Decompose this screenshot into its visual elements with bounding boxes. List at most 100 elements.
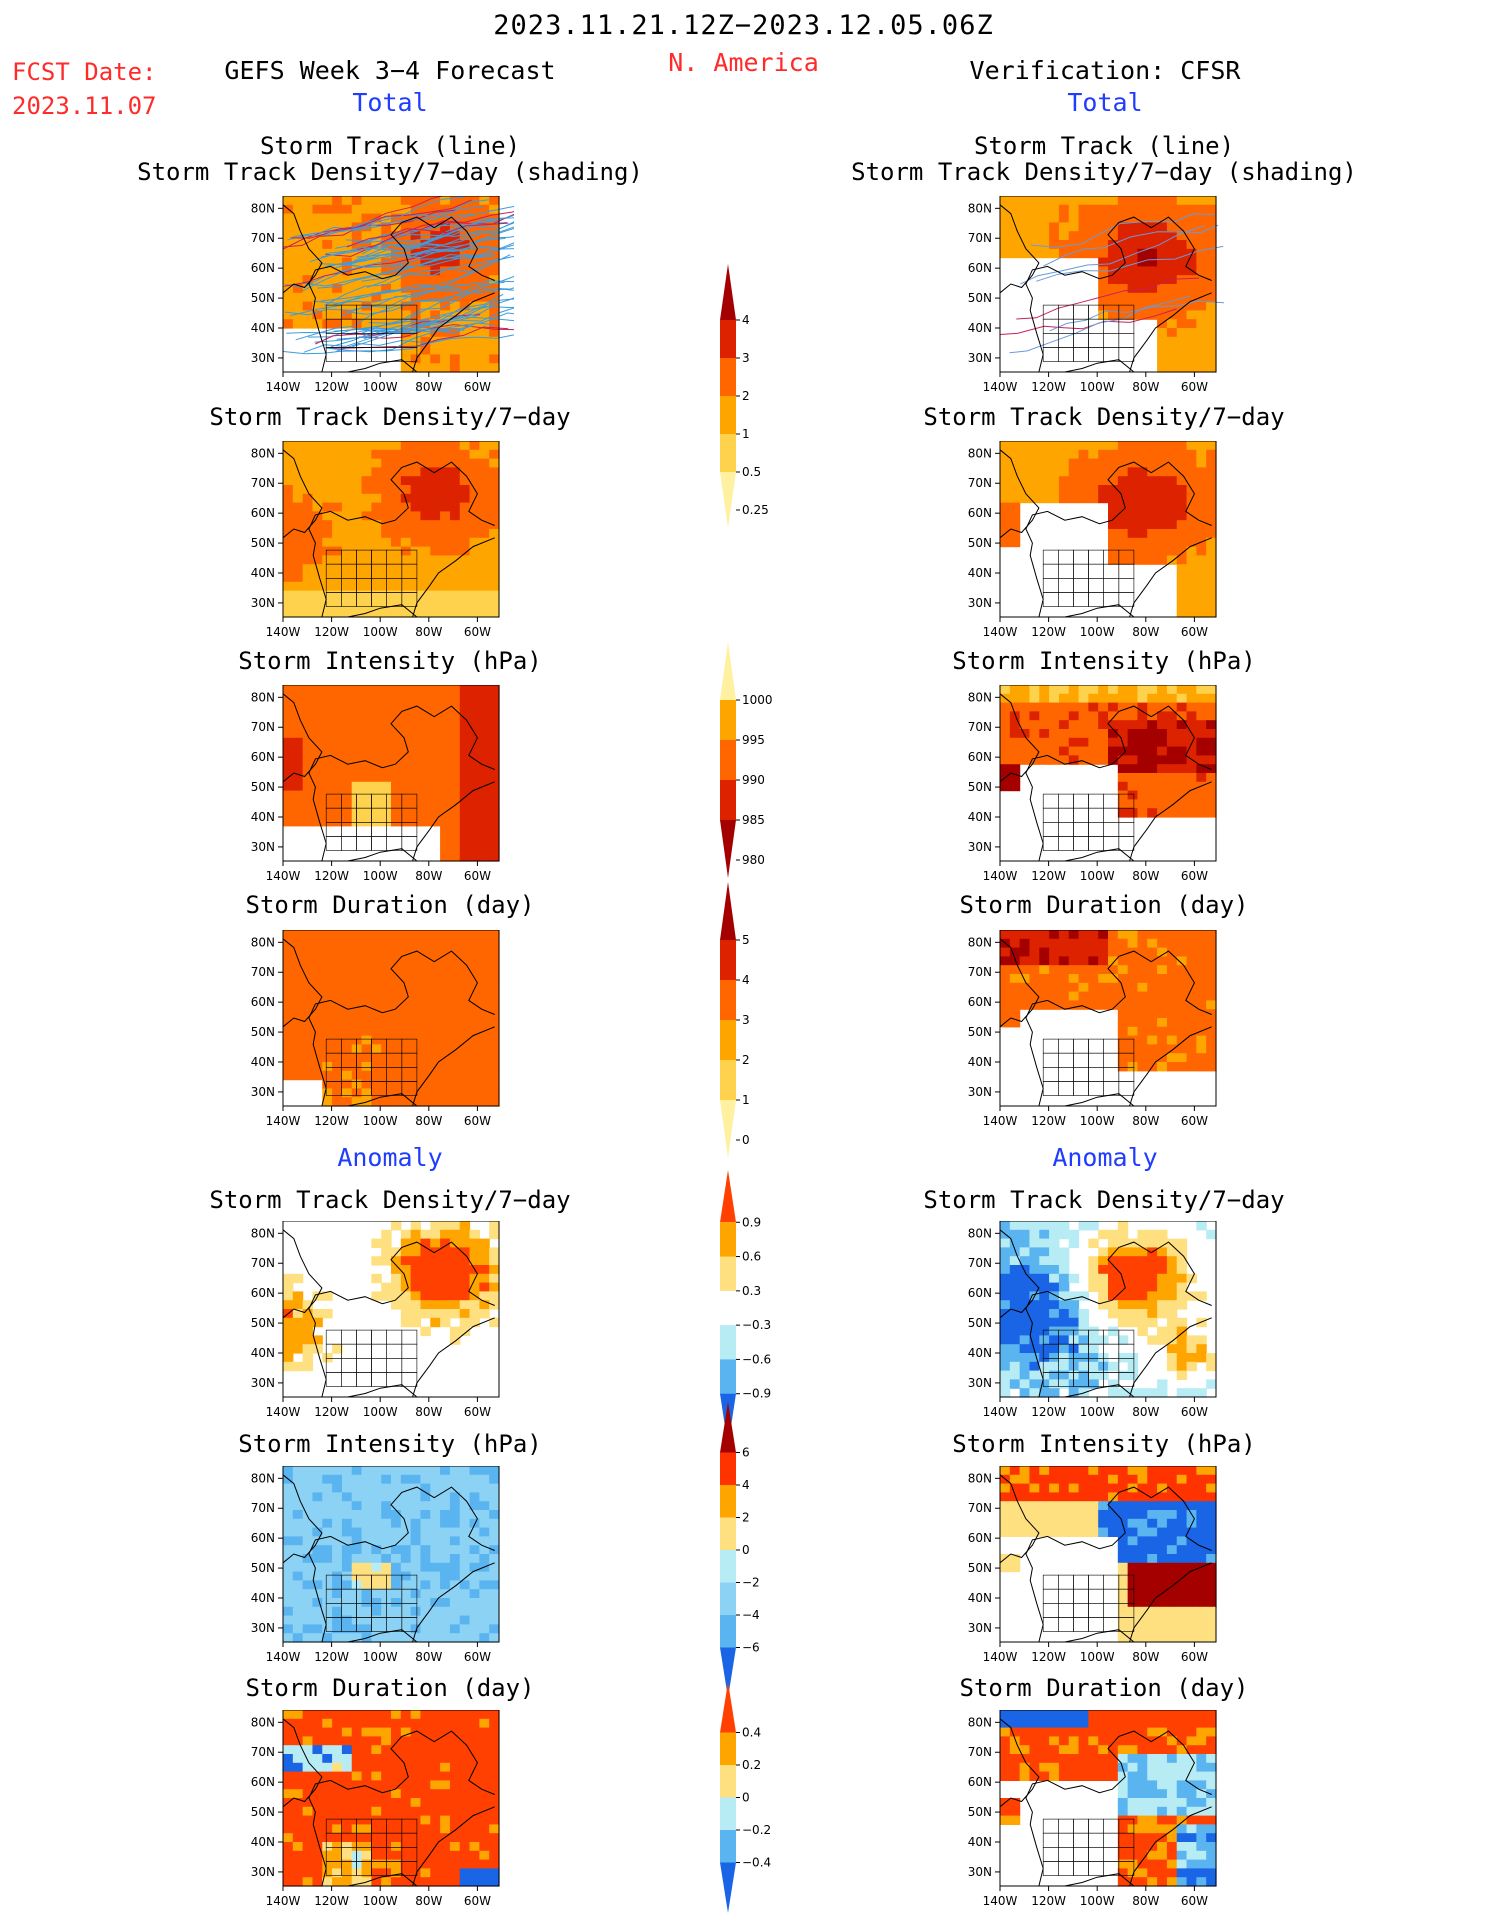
shade-cell [322, 1842, 333, 1852]
shade-cell [1147, 1300, 1158, 1310]
shade-cell [479, 729, 490, 739]
shade-cell [400, 222, 412, 232]
shade-cell [489, 231, 500, 241]
shade-cell [1078, 1326, 1089, 1336]
shade-cell [322, 1079, 333, 1089]
shade-cell [1127, 310, 1139, 320]
shade-cell [322, 1044, 333, 1054]
shade-cell [302, 546, 314, 556]
shade-cell [1058, 1483, 1070, 1493]
shade-cell [332, 799, 343, 809]
shade-cell [1157, 799, 1168, 809]
shade-cell [420, 693, 431, 704]
shade-cell [1176, 441, 1188, 451]
shade-cell [400, 485, 412, 495]
shade-cell [410, 693, 422, 704]
shade-cell [381, 301, 392, 311]
shade-cell [391, 608, 402, 618]
shade-cell [1009, 755, 1021, 765]
shade-cell [1186, 319, 1197, 329]
shade-cell [312, 817, 323, 827]
shade-cell [1078, 196, 1089, 206]
state-boundary [1057, 563, 1074, 579]
shade-cell [1157, 746, 1168, 756]
shade-cell [489, 1580, 500, 1590]
shade-cell [469, 1466, 480, 1476]
shade-cell [1029, 1492, 1040, 1502]
shade-cell [1157, 476, 1168, 486]
shade-cell [283, 1745, 294, 1755]
shade-cell [1206, 790, 1217, 800]
shade-cell [322, 537, 333, 548]
shade-cell [1117, 720, 1129, 730]
shade-cell [449, 336, 461, 347]
state-boundary [1088, 822, 1104, 837]
shade-cell [312, 982, 323, 993]
shade-cell [1206, 608, 1217, 618]
shade-cell [1078, 1291, 1089, 1301]
shade-cell [1049, 956, 1060, 966]
shade-cell [1186, 1000, 1197, 1010]
shade-cell [420, 1238, 431, 1248]
shade-cell [1147, 476, 1158, 486]
shade-cell [1186, 693, 1197, 704]
shade-cell [479, 564, 490, 574]
shade-cell [1078, 1000, 1089, 1010]
shade-cell [459, 729, 471, 739]
shade-cell [312, 1510, 323, 1520]
shade-cell [1000, 222, 1011, 232]
shade-cell [351, 231, 363, 241]
shade-cell [420, 310, 431, 320]
shade-cell [1147, 1571, 1158, 1581]
shade-cell [1009, 520, 1021, 530]
shade-cell [1009, 1000, 1021, 1010]
shade-cell [449, 1580, 461, 1590]
shade-cell [341, 991, 353, 1001]
shade-cell [1166, 965, 1178, 975]
shade-cell [341, 1806, 353, 1817]
shade-cell [371, 1624, 382, 1634]
shade-cell [430, 1510, 441, 1520]
state-boundary [1103, 592, 1120, 607]
shade-cell [479, 248, 490, 259]
shade-cell [489, 1806, 500, 1817]
shade-cell [361, 284, 372, 294]
coastline [1025, 216, 1212, 373]
shade-cell [430, 1035, 441, 1045]
lat-tick-label: 60N [251, 1286, 275, 1300]
shade-cell [489, 720, 500, 730]
shade-cell [332, 991, 343, 1001]
shade-cell [1068, 693, 1080, 704]
shade-cell [1166, 1466, 1178, 1476]
shade-cell [371, 790, 382, 800]
shade-cell [440, 1009, 451, 1019]
shade-cell [1186, 449, 1197, 460]
lon-tick-label: 120W [1031, 869, 1066, 883]
state-boundary [1118, 333, 1135, 348]
shade-cell [410, 1466, 422, 1476]
shade-cell [391, 755, 402, 765]
shade-cell [400, 1256, 412, 1266]
shade-cell [1186, 590, 1197, 600]
shade-cell [361, 257, 372, 267]
shade-cell [1127, 1361, 1139, 1372]
shade-cell [1009, 1229, 1021, 1240]
shade-cell [283, 1815, 294, 1825]
shade-cell [1206, 354, 1217, 364]
shade-cell [302, 1018, 314, 1028]
shade-cell [361, 1018, 372, 1028]
shade-cell [440, 1510, 451, 1520]
shade-cell [449, 1536, 461, 1546]
shade-cell [322, 1536, 333, 1546]
shade-cell [1108, 1492, 1119, 1502]
shade-cell [1186, 301, 1197, 311]
shade-cell [1039, 1273, 1050, 1284]
shade-cell [479, 781, 490, 792]
shade-cell [332, 520, 343, 530]
shade-cell [351, 1615, 363, 1625]
shade-cell [489, 1282, 500, 1292]
shade-cell [1117, 711, 1129, 721]
shade-cell [1098, 1256, 1109, 1266]
shade-cell [440, 834, 451, 844]
shade-cell [1058, 947, 1070, 957]
